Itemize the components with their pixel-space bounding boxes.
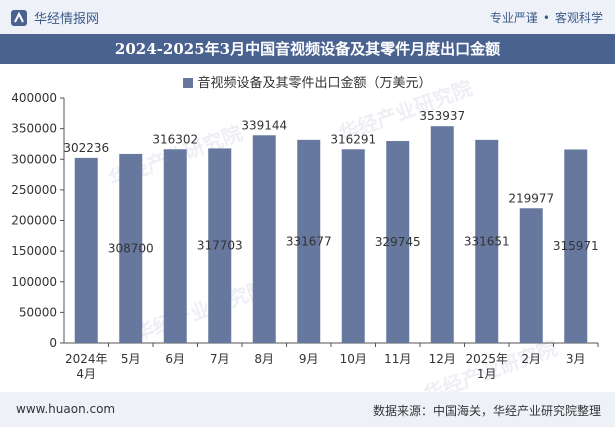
data-source: 数据来源：中国海关，华经产业研究院整理 bbox=[372, 404, 601, 418]
y-tick-label: 50000 bbox=[19, 305, 57, 319]
legend-swatch bbox=[183, 78, 194, 88]
bar bbox=[386, 141, 410, 343]
data-label: 308700 bbox=[108, 241, 154, 255]
x-tick-label: 5月 bbox=[121, 352, 141, 366]
tagline-left: 专业严谨 bbox=[489, 11, 538, 25]
x-tick-label: 3月 bbox=[566, 352, 586, 366]
bar bbox=[74, 157, 98, 343]
data-label: 353937 bbox=[419, 109, 465, 123]
x-tick-label: 6月 bbox=[165, 352, 185, 366]
data-label: 219977 bbox=[508, 191, 554, 205]
legend-label: 音视频设备及其零件出口金额（万美元） bbox=[197, 76, 432, 91]
x-tick-label: 2025年 bbox=[465, 352, 508, 366]
bar-chart: 0 50000 100000 150000 200000 250000 300000 3500… bbox=[11, 91, 599, 381]
bar bbox=[297, 139, 321, 343]
x-tick-label: 2月 bbox=[521, 352, 541, 366]
logo-icon bbox=[11, 9, 27, 26]
separator-dot-icon: • bbox=[542, 11, 550, 25]
brand-name: 华经情报网 bbox=[34, 12, 100, 27]
data-label: 331651 bbox=[464, 234, 510, 248]
bar bbox=[163, 149, 187, 343]
data-label: 316291 bbox=[330, 132, 376, 146]
chart-legend: 音视频设备及其零件出口金额（万美元） bbox=[0, 72, 615, 91]
chart-title: 2024-2025年3月中国音视频设备及其零件月度出口金额 bbox=[0, 34, 615, 64]
x-tick-label: 4月 bbox=[76, 367, 96, 381]
x-tick-label: 1月 bbox=[477, 367, 497, 381]
y-tick-label: 350000 bbox=[11, 122, 57, 136]
top-bar: 华经情报网 专业严谨 • 客观科学 bbox=[0, 0, 615, 34]
x-tick-label: 10月 bbox=[340, 352, 367, 366]
y-tick-label: 300000 bbox=[11, 152, 57, 166]
data-label: 331677 bbox=[286, 234, 332, 248]
bar bbox=[341, 149, 365, 343]
x-tick-label: 2024年 bbox=[65, 352, 108, 366]
footer-url[interactable]: www.huaon.com bbox=[16, 402, 116, 416]
bar bbox=[252, 135, 276, 343]
data-label: 316302 bbox=[152, 132, 198, 146]
bar bbox=[475, 139, 499, 343]
data-label: 339144 bbox=[241, 118, 287, 132]
data-label: 317703 bbox=[197, 239, 243, 253]
y-tick-label: 150000 bbox=[11, 244, 57, 258]
y-tick-label: 100000 bbox=[11, 275, 57, 289]
data-label: 302236 bbox=[63, 141, 109, 155]
y-tick-label: 400000 bbox=[11, 91, 57, 105]
data-label: 315971 bbox=[553, 239, 599, 253]
y-tick-label: 200000 bbox=[11, 214, 57, 228]
bar bbox=[519, 208, 543, 343]
bar bbox=[564, 149, 588, 343]
footer: www.huaon.com 数据来源：中国海关，华经产业研究院整理 bbox=[0, 392, 615, 427]
x-tick-label: 12月 bbox=[429, 352, 456, 366]
x-tick-label: 11月 bbox=[384, 352, 411, 366]
x-tick-label: 9月 bbox=[299, 352, 319, 366]
x-tick-label: 8月 bbox=[254, 352, 274, 366]
bar bbox=[119, 153, 143, 343]
bar bbox=[430, 126, 454, 343]
brand: 华经情报网 bbox=[10, 8, 99, 27]
y-tick-label: 0 bbox=[49, 336, 57, 350]
tagline-right: 客观科学 bbox=[554, 11, 603, 25]
data-label: 329745 bbox=[375, 235, 421, 249]
y-tick-label: 250000 bbox=[11, 183, 57, 197]
x-tick-label: 7月 bbox=[210, 352, 230, 366]
bar bbox=[208, 148, 232, 343]
tagline: 专业严谨 • 客观科学 bbox=[490, 9, 603, 26]
